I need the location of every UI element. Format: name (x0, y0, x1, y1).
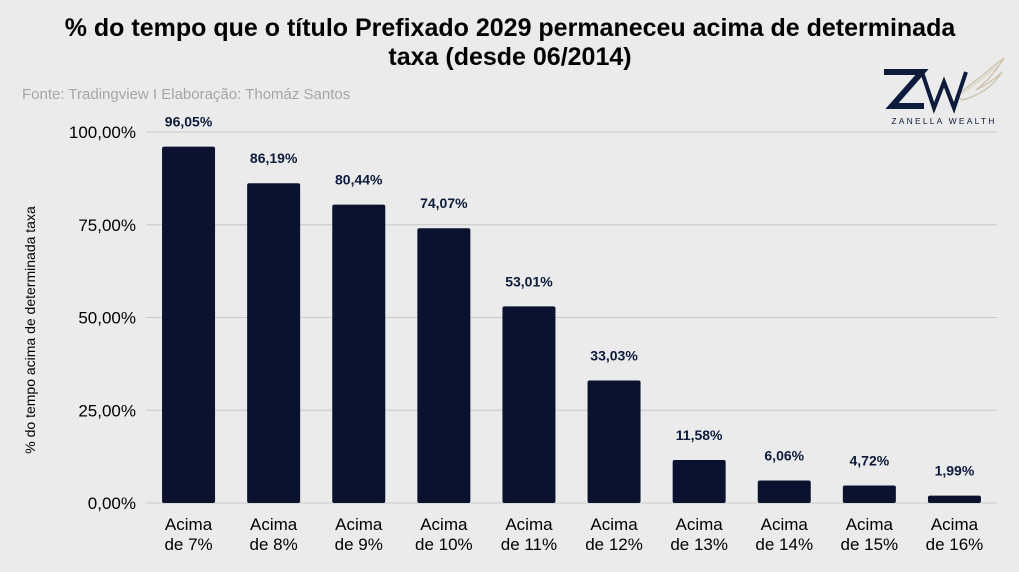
value-label: 86,19% (250, 150, 298, 166)
y-tick-label: 50,00% (78, 309, 136, 328)
bar (332, 204, 386, 503)
y-axis-title: % do tempo acima de determinada taxa (22, 206, 38, 454)
category-label: de 8% (250, 535, 298, 554)
value-label: 4,72% (849, 452, 889, 468)
value-label: 96,05% (165, 114, 213, 130)
logo-text: ZANELLA WEALTH (891, 116, 996, 126)
value-label: 1,99% (935, 463, 975, 479)
source-note: Fonte: Tradingview I Elaboração: Thomáz … (22, 86, 351, 103)
value-label: 11,58% (676, 427, 723, 443)
bar (502, 306, 556, 503)
value-label: 53,01% (505, 273, 553, 289)
category-label: de 16% (926, 535, 984, 554)
category-label: de 14% (755, 535, 813, 554)
bar (672, 460, 726, 503)
category-label: de 7% (164, 535, 212, 554)
value-label: 33,03% (590, 347, 638, 363)
category-label: de 9% (335, 535, 383, 554)
y-tick-label: 0,00% (88, 494, 136, 513)
category-label: Acima (165, 515, 213, 534)
bar (927, 495, 981, 503)
category-label: Acima (676, 515, 724, 534)
category-label: Acima (420, 515, 468, 534)
category-label: de 11% (501, 535, 557, 554)
chart-title: % do tempo que o título Prefixado 2029 p… (64, 14, 956, 71)
category-label: Acima (335, 515, 383, 534)
category-label: Acima (590, 515, 638, 534)
bar (587, 380, 641, 503)
value-label: 6,06% (764, 448, 804, 464)
category-label: Acima (761, 515, 809, 534)
value-label: 80,44% (335, 172, 383, 188)
category-label: de 10% (415, 535, 473, 554)
category-label: Acima (250, 515, 298, 534)
value-label: 74,07% (420, 195, 468, 211)
zanella-wealth-logo: ZANELLA WEALTH (878, 56, 1008, 126)
bar (162, 146, 216, 504)
bar (842, 485, 896, 503)
category-label: de 15% (841, 535, 899, 554)
category-label: de 13% (670, 535, 728, 554)
category-label: Acima (846, 515, 894, 534)
category-label: Acima (931, 515, 979, 534)
bar (247, 183, 301, 503)
y-tick-label: 100,00% (69, 123, 136, 142)
bar (757, 480, 811, 503)
y-tick-label: 75,00% (78, 216, 136, 235)
value-labels: 96,05% 86,19% 80,44% 74,07% 53,01% 33,03% 11,5… (165, 114, 975, 479)
bar (417, 228, 471, 503)
bars (162, 146, 981, 504)
category-label: Acima (505, 515, 553, 534)
y-tick-label: 25,00% (78, 401, 136, 420)
y-axis-ticks: 0,00% 25,00% 50,00% 75,00% 100,00% (69, 123, 136, 513)
category-label: de 12% (585, 535, 643, 554)
